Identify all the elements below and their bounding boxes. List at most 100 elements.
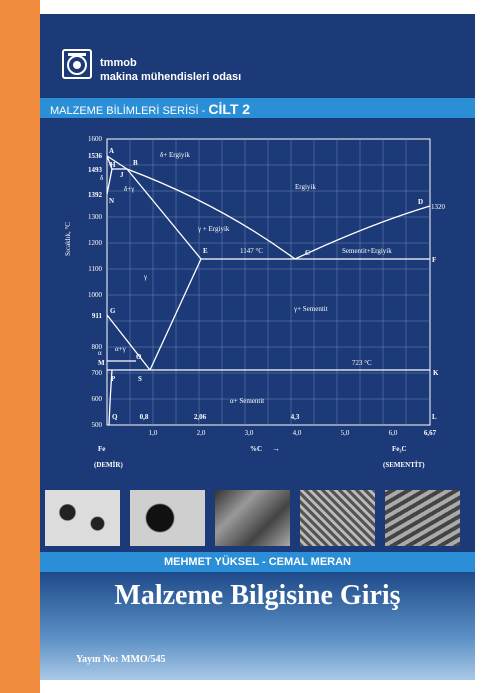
x-marks: 0,8 2,06 4,3 6,67 — [140, 413, 437, 437]
y-tick: 500 — [92, 421, 103, 429]
point-label: C — [305, 249, 310, 257]
arrow-icon: → — [272, 444, 280, 453]
point-label: Q — [112, 413, 118, 421]
mmo-seal-icon — [67, 53, 87, 75]
eutectoid-temp: 723 °C — [352, 359, 372, 367]
publication-number: Yayın No: MMO/545 — [76, 654, 166, 665]
fe3c-sub-label: (SEMENTİT) — [383, 461, 425, 469]
region-label: δ+γ — [124, 185, 134, 193]
y-tick: 1392 — [88, 191, 103, 199]
top-right-temp: 1320 — [431, 203, 446, 211]
plot-frame — [106, 138, 431, 426]
org-line-2: makina mühendisleri odası — [100, 71, 242, 83]
point-label: P — [111, 375, 116, 383]
microstructure-photo-3 — [215, 490, 290, 546]
y-tick: 1100 — [88, 265, 102, 273]
point-label: A — [109, 147, 114, 155]
region-label: α+ Sementit — [230, 397, 264, 405]
authors-banner: MEHMET YÜKSEL - CEMAL MERAN — [40, 552, 475, 572]
region-label: γ + Ergiyik — [197, 225, 230, 233]
cover-panel: tmmob makina mühendisleri odası MALZEME … — [40, 14, 475, 680]
microstructure-photo-4 — [300, 490, 375, 546]
y-tick: 1493 — [88, 166, 103, 174]
series-volume: CİLT 2 — [208, 101, 251, 117]
line-H-N — [106, 168, 113, 195]
y-tick: 1200 — [88, 239, 103, 247]
solidus-B-E — [126, 168, 202, 260]
y-tick-labels: 1600 1536 1493 1392 1300 1200 1100 1000 … — [88, 135, 103, 429]
region-label: Sementit+Ergiyik — [342, 247, 392, 255]
x-mark: 4,3 — [291, 413, 300, 421]
fe-label: Fe — [98, 445, 105, 453]
line-S-E — [149, 258, 202, 371]
phase-lines — [106, 155, 431, 426]
glacier-background — [40, 572, 475, 680]
microstructure-photo-1 — [45, 490, 120, 546]
grid — [107, 139, 430, 425]
x-tick: 4,0 — [293, 429, 302, 437]
x-tick: 1,0 — [149, 429, 158, 437]
y-tick: 800 — [92, 343, 103, 351]
x-mark: 2,06 — [194, 413, 207, 421]
region-label: δ+ Ergiyik — [160, 151, 190, 159]
point-label: G — [110, 307, 116, 315]
point-label: N — [109, 197, 114, 205]
microstructure-photo-5 — [385, 490, 460, 546]
point-label: B — [133, 159, 138, 167]
region-label: γ+ Sementit — [293, 305, 328, 313]
eutectic-temp: 1147 °C — [240, 247, 263, 255]
point-label: J — [120, 171, 124, 179]
microstructure-photo-2 — [130, 490, 205, 546]
y-axis-label: Sıcaklık, °C — [64, 222, 72, 256]
region-labels: δ+ Ergiyik Ergiyik γ + Ergiyik Sementit+… — [115, 151, 392, 405]
x-tick-labels: 1,0 2,0 3,0 4,0 5,0 6,0 — [149, 429, 398, 437]
series-banner: MALZEME BİLİMLERİ SERİSİ - CİLT 2 — [40, 98, 475, 118]
liquidus-C-D — [294, 205, 431, 260]
x-tick: 3,0 — [245, 429, 254, 437]
region-label: Ergiyik — [295, 183, 316, 191]
point-label: S — [138, 375, 142, 383]
y-tick: 911 — [92, 312, 103, 320]
y-tick: 1600 — [88, 135, 103, 143]
line-P-Q — [108, 369, 113, 426]
series-label: MALZEME BİLİMLERİ SERİSİ - — [50, 105, 209, 117]
mmo-logo — [62, 49, 92, 79]
delta-label: δ — [100, 174, 104, 182]
x-tick: 6,0 — [389, 429, 398, 437]
line-G-S — [106, 314, 151, 371]
liquidus-B-C — [126, 168, 296, 260]
phase-diagram: 1600 1536 1493 1392 1300 1200 1100 1000 … — [64, 135, 446, 469]
x-tick: 5,0 — [341, 429, 350, 437]
point-label: H — [110, 161, 116, 169]
y-tick: 600 — [92, 395, 103, 403]
y-tick: 700 — [92, 369, 103, 377]
line-A-H — [106, 155, 113, 170]
point-label: D — [418, 198, 423, 206]
y-tick: 1536 — [88, 152, 103, 160]
y-tick: 1300 — [88, 213, 103, 221]
org-line-1: tmmob — [100, 57, 137, 69]
y-tick: 1000 — [88, 291, 103, 299]
point-label: L — [432, 413, 437, 421]
fe-sub-label: (DEMİR) — [94, 461, 123, 469]
x-axis-label: %C — [250, 445, 262, 453]
point-label: E — [203, 247, 208, 255]
point-labels: A H B J N E C D F G O M P S K Q L — [98, 147, 439, 421]
line-A-B — [106, 155, 128, 170]
point-label: M — [98, 359, 105, 367]
fe3c-label: Fe₃C — [392, 445, 407, 453]
orange-spine-strip — [0, 0, 40, 693]
x-mark: 6,67 — [424, 429, 437, 437]
alpha-label: α — [98, 349, 102, 357]
temperature-labels: 1147 °C 723 °C 1320 δ α — [98, 174, 446, 367]
x-mark: 0,8 — [140, 413, 149, 421]
series-text: MALZEME BİLİMLERİ SERİSİ - CİLT 2 — [50, 101, 250, 117]
region-label: γ — [143, 273, 147, 281]
point-label: F — [432, 256, 436, 264]
point-label: O — [136, 353, 142, 361]
region-label: α+γ — [115, 345, 126, 353]
point-label: K — [433, 369, 439, 377]
x-tick: 2,0 — [197, 429, 206, 437]
book-title: Malzeme Bilgisine Giriş — [114, 580, 401, 611]
